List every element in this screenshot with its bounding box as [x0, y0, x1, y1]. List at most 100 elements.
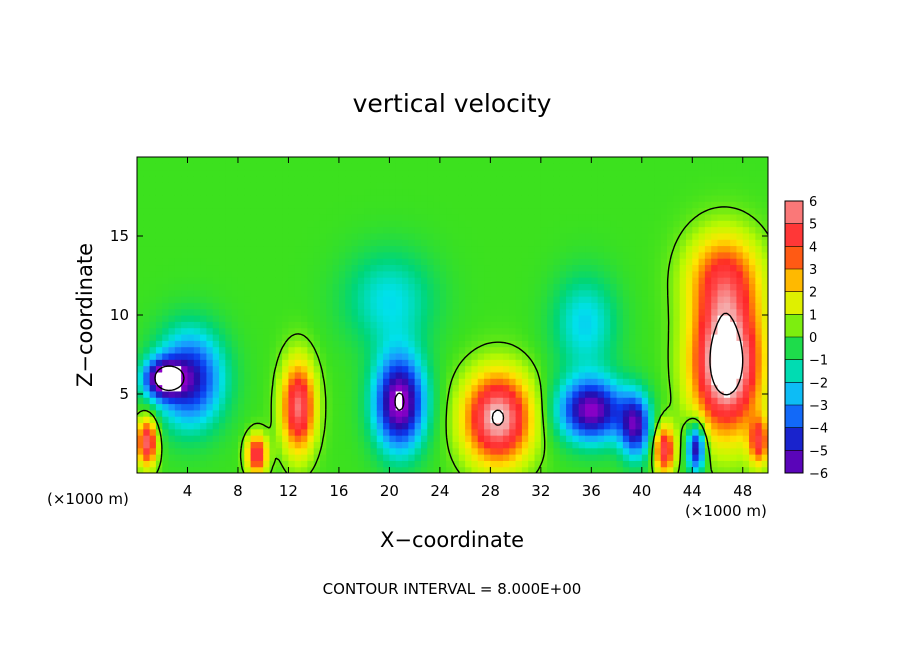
heat-cell — [357, 403, 365, 411]
heat-cell — [155, 454, 163, 461]
heat-cell — [237, 409, 245, 417]
heat-cell — [319, 163, 327, 171]
heat-cell — [502, 435, 510, 442]
heat-cell — [237, 327, 245, 335]
heat-cell — [357, 378, 365, 386]
heat-cell — [332, 289, 340, 297]
heat-cell — [383, 397, 390, 405]
heat-cell — [370, 302, 378, 310]
heat-cell — [137, 454, 144, 461]
heat-cell — [610, 409, 618, 417]
heat-cell — [528, 384, 536, 392]
heat-cell — [597, 435, 605, 442]
heat-cell — [603, 302, 611, 310]
heat-cell — [723, 258, 731, 266]
heat-cell — [566, 454, 573, 461]
heat-cell — [711, 169, 719, 177]
heat-cell — [704, 365, 712, 373]
heat-cell — [219, 416, 226, 424]
heat-cell — [717, 371, 725, 379]
heat-cell — [578, 296, 586, 303]
heat-cell — [559, 346, 567, 354]
heat-cell — [326, 194, 334, 202]
heat-cell — [383, 270, 390, 278]
heat-cell — [174, 397, 182, 405]
heat-cell — [288, 175, 296, 183]
heat-cell — [572, 378, 580, 386]
heat-cell — [433, 220, 441, 228]
heat-cell — [376, 258, 384, 266]
heat-cell — [490, 239, 498, 247]
heat-cell — [585, 188, 592, 196]
heat-cell — [357, 226, 365, 234]
heat-cell — [420, 163, 428, 171]
heat-cell — [540, 308, 548, 316]
heat-cell — [294, 239, 302, 247]
heat-cell — [263, 157, 271, 164]
heat-cell — [364, 321, 372, 329]
heat-cell — [667, 333, 674, 341]
heat-cell — [200, 251, 208, 259]
heat-cell — [269, 460, 277, 468]
heat-cell — [225, 232, 233, 240]
heat-cell — [502, 441, 510, 449]
heat-cell — [465, 466, 473, 473]
heat-cell — [383, 163, 390, 171]
heat-cell — [212, 397, 220, 405]
heat-cell — [496, 346, 504, 354]
heat-cell — [427, 359, 435, 367]
heat-cell — [383, 327, 390, 335]
heat-cell — [641, 188, 649, 196]
heat-cell — [174, 333, 182, 341]
heat-cell — [641, 435, 649, 442]
heat-cell — [408, 175, 416, 183]
heat-cell — [263, 188, 271, 196]
heat-cell — [250, 296, 258, 303]
heat-cell — [509, 390, 517, 398]
heat-cell — [345, 251, 353, 259]
heat-cell — [717, 327, 725, 335]
heat-cell — [313, 277, 321, 284]
heat-cell — [692, 258, 700, 266]
heat-cell — [698, 378, 706, 386]
heat-cell — [698, 435, 706, 442]
heat-cell — [471, 258, 479, 266]
heat-cell — [465, 296, 473, 303]
heat-cell — [540, 422, 548, 430]
heat-cell — [711, 441, 719, 449]
heat-cell — [616, 441, 624, 449]
heat-cell — [219, 182, 226, 190]
heat-cell — [395, 163, 403, 171]
heat-cell — [755, 435, 763, 442]
heat-cell — [730, 340, 738, 348]
heat-cell — [761, 447, 768, 455]
heat-cell — [742, 289, 750, 297]
heat-cell — [370, 289, 378, 297]
heat-cell — [572, 340, 580, 348]
heat-cell — [357, 346, 365, 354]
heat-cell — [288, 169, 296, 177]
heat-cell — [155, 182, 163, 190]
heat-cell — [471, 226, 479, 234]
heat-cell — [244, 390, 252, 398]
heat-cell — [585, 378, 592, 386]
heat-cell — [275, 163, 283, 171]
heat-cell — [755, 447, 763, 455]
heat-cell — [509, 447, 517, 455]
heat-cell — [452, 466, 460, 473]
heat-cell — [717, 409, 725, 417]
heat-cell — [742, 188, 750, 196]
heat-cell — [761, 340, 768, 348]
heat-cell — [427, 157, 435, 164]
heat-cell — [275, 239, 283, 247]
heat-cell — [389, 283, 397, 291]
heat-cell — [566, 460, 573, 468]
heat-cell — [395, 359, 403, 367]
heat-cell — [376, 188, 384, 196]
heat-cell — [345, 194, 353, 202]
heat-cell — [389, 163, 397, 171]
heat-cell — [490, 460, 498, 468]
heat-cell — [465, 201, 473, 209]
heat-cell — [534, 460, 542, 468]
heat-cell — [193, 277, 201, 284]
